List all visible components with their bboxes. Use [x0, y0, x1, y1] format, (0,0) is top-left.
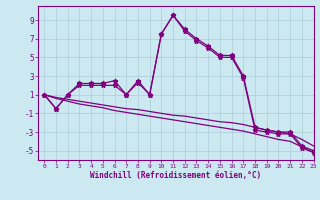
X-axis label: Windchill (Refroidissement éolien,°C): Windchill (Refroidissement éolien,°C)	[91, 171, 261, 180]
